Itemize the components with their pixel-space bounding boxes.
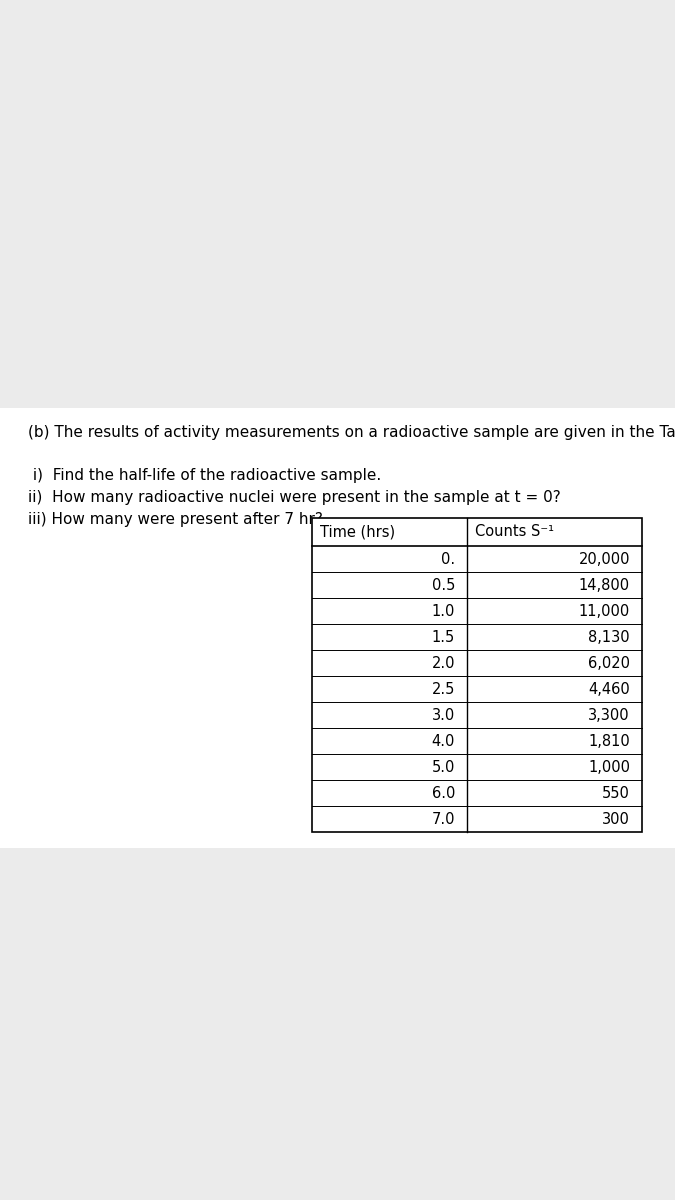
Text: 3,300: 3,300 bbox=[589, 708, 630, 722]
Text: (b) The results of activity measurements on a radioactive sample are given in th: (b) The results of activity measurements… bbox=[28, 425, 675, 440]
Text: 11,000: 11,000 bbox=[578, 604, 630, 618]
Text: 0.: 0. bbox=[441, 552, 455, 566]
Text: 0.5: 0.5 bbox=[431, 577, 455, 593]
Text: 1.0: 1.0 bbox=[431, 604, 455, 618]
Text: ii)  How many radioactive nuclei were present in the sample at t = 0?: ii) How many radioactive nuclei were pre… bbox=[28, 490, 561, 505]
Text: 5.0: 5.0 bbox=[431, 760, 455, 774]
Text: 550: 550 bbox=[602, 786, 630, 800]
Text: 7.0: 7.0 bbox=[431, 811, 455, 827]
Text: 4,460: 4,460 bbox=[588, 682, 630, 696]
Text: i)  Find the half-life of the radioactive sample.: i) Find the half-life of the radioactive… bbox=[28, 468, 381, 482]
Text: iii) How many were present after 7 hr?: iii) How many were present after 7 hr? bbox=[28, 512, 323, 527]
Text: 20,000: 20,000 bbox=[578, 552, 630, 566]
Text: 6,020: 6,020 bbox=[588, 655, 630, 671]
Text: 2.0: 2.0 bbox=[431, 655, 455, 671]
Text: Counts S⁻¹: Counts S⁻¹ bbox=[475, 524, 554, 540]
Text: 6.0: 6.0 bbox=[431, 786, 455, 800]
Text: 3.0: 3.0 bbox=[432, 708, 455, 722]
Text: Time (hrs): Time (hrs) bbox=[320, 524, 395, 540]
Text: 300: 300 bbox=[602, 811, 630, 827]
Text: 1,810: 1,810 bbox=[588, 733, 630, 749]
Bar bbox=[0, 408, 675, 848]
Text: 1,000: 1,000 bbox=[588, 760, 630, 774]
Text: 1.5: 1.5 bbox=[432, 630, 455, 644]
Text: 2.5: 2.5 bbox=[431, 682, 455, 696]
Text: 8,130: 8,130 bbox=[589, 630, 630, 644]
Bar bbox=[312, 518, 642, 832]
Text: 4.0: 4.0 bbox=[431, 733, 455, 749]
Text: 14,800: 14,800 bbox=[579, 577, 630, 593]
